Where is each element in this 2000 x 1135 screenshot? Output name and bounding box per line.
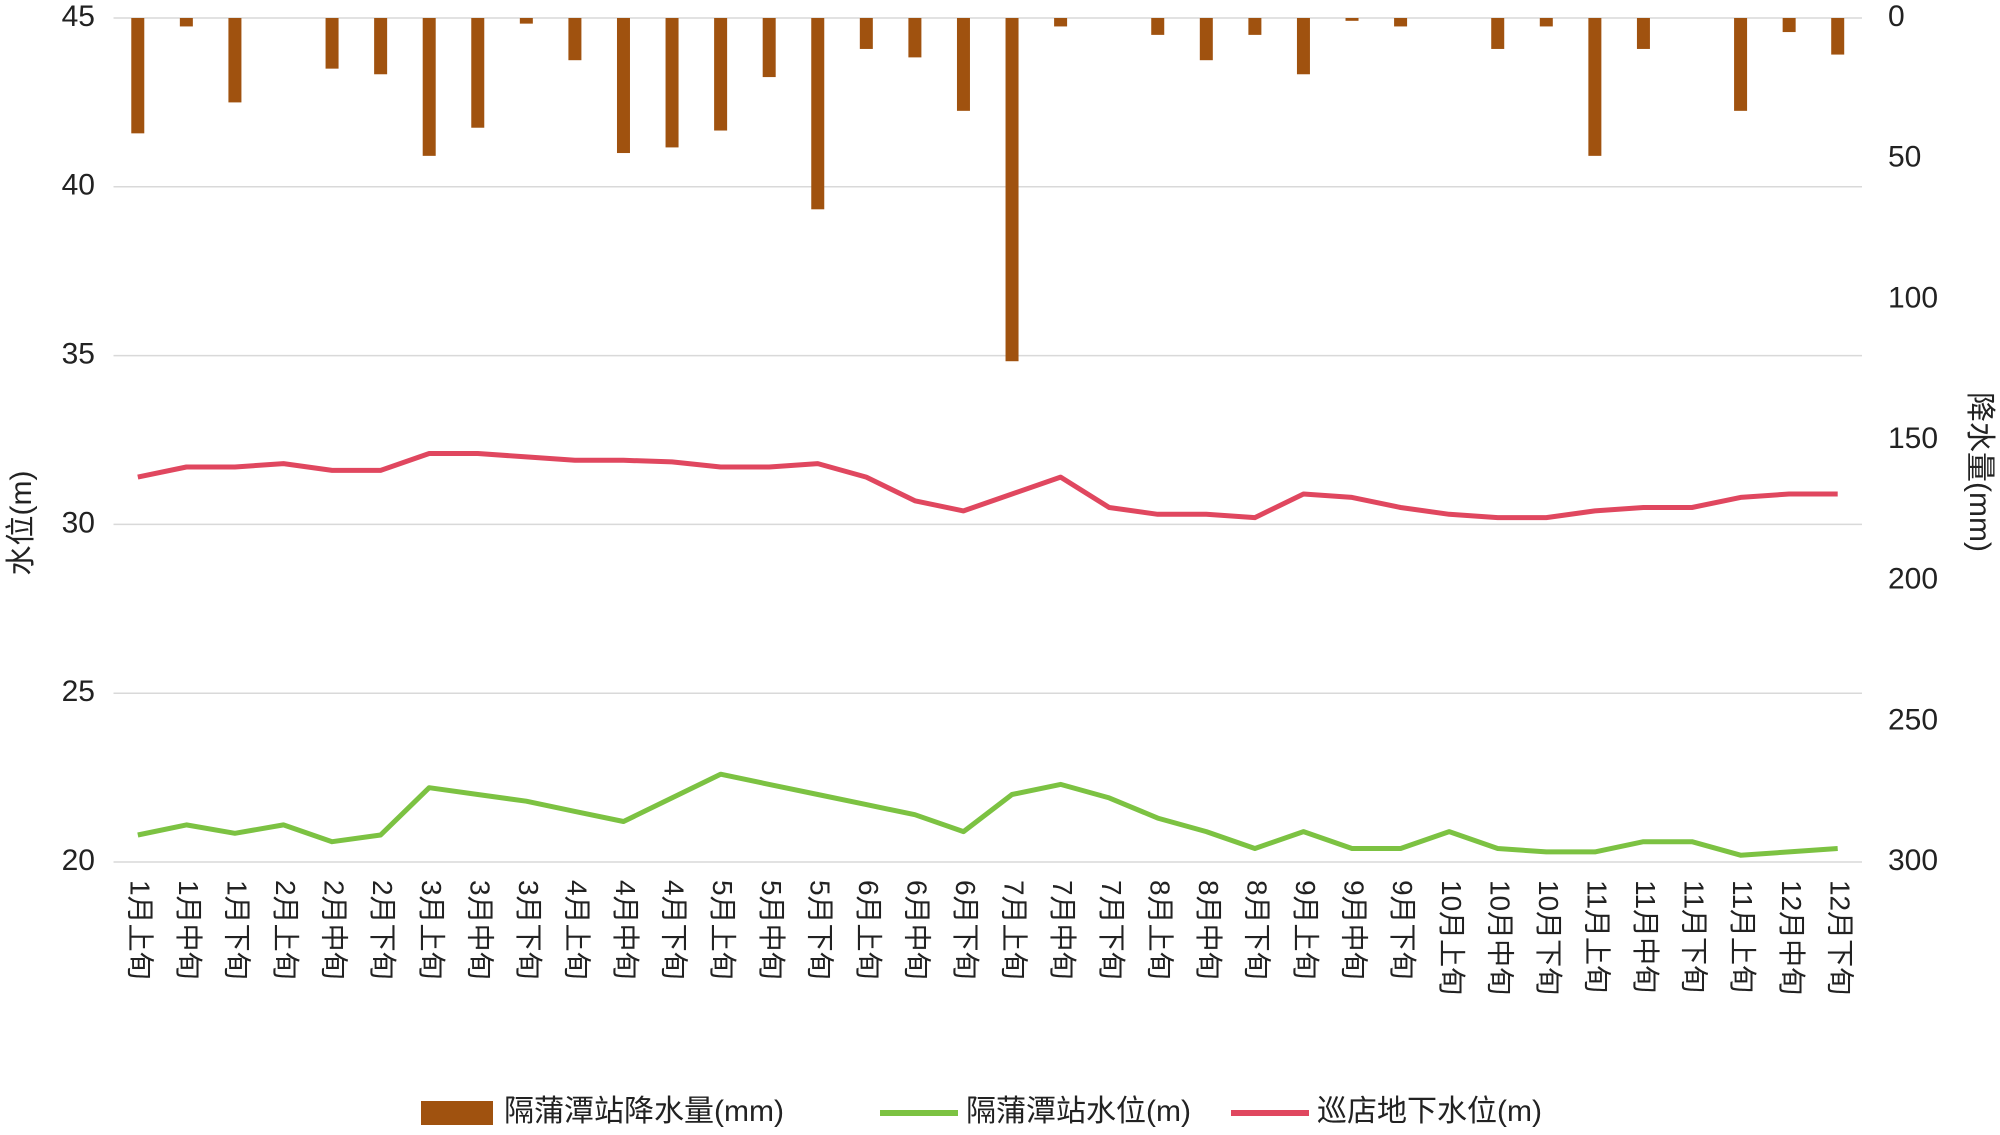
bar bbox=[1151, 18, 1165, 35]
x-tick-label: 6月下旬 bbox=[950, 880, 981, 980]
y-tick-label: 20 bbox=[62, 844, 95, 877]
bar bbox=[1588, 18, 1602, 156]
x-tick-label: 8月中旬 bbox=[1193, 880, 1224, 980]
y-tick-label: 45 bbox=[62, 0, 95, 33]
y2-tick-label: 50 bbox=[1888, 141, 1921, 174]
legend-label: 隔蒲潭站水位(m) bbox=[966, 1095, 1191, 1128]
bar bbox=[908, 18, 922, 58]
x-tick-label: 1月中旬 bbox=[173, 880, 204, 980]
x-tick-label: 5月上旬 bbox=[707, 880, 738, 980]
bar bbox=[1248, 18, 1262, 35]
legend-swatch bbox=[421, 1101, 493, 1125]
x-tick-label: 3月上旬 bbox=[416, 880, 447, 980]
x-tick-label: 5月中旬 bbox=[756, 880, 787, 980]
x-tick-label: 6月中旬 bbox=[902, 880, 933, 980]
bar bbox=[956, 18, 970, 111]
x-tick-label: 7月上旬 bbox=[999, 880, 1030, 980]
x-tick-label: 2月下旬 bbox=[367, 880, 398, 980]
x-tick-label: 5月下旬 bbox=[804, 880, 835, 980]
x-tick-label: 1月下旬 bbox=[222, 880, 253, 980]
bar bbox=[131, 18, 145, 134]
x-tick-label: 2月中旬 bbox=[319, 880, 350, 980]
legend-label: 隔蒲潭站降水量(mm) bbox=[504, 1095, 784, 1128]
bar bbox=[1636, 18, 1650, 49]
x-tick-label: 12月中旬 bbox=[1776, 880, 1807, 995]
x-tick-label: 7月中旬 bbox=[1047, 880, 1078, 980]
bar bbox=[1005, 18, 1019, 362]
y-tick-label: 40 bbox=[62, 169, 95, 202]
bar bbox=[179, 18, 193, 27]
bar bbox=[1394, 18, 1408, 27]
x-tick-label: 10月下旬 bbox=[1533, 880, 1564, 995]
bar bbox=[1782, 18, 1796, 33]
bar bbox=[762, 18, 776, 78]
x-tick-label: 11月下旬 bbox=[1679, 880, 1710, 993]
x-tick-label: 1月上旬 bbox=[124, 880, 155, 980]
line bbox=[137, 451, 1838, 521]
bar bbox=[1345, 18, 1359, 21]
y-tick-label: 25 bbox=[62, 675, 95, 708]
x-tick-label: 10月上旬 bbox=[1436, 880, 1467, 995]
bar bbox=[1199, 18, 1213, 61]
bar bbox=[1831, 18, 1845, 55]
bar bbox=[1734, 18, 1748, 111]
x-tick-label: 3月中旬 bbox=[464, 880, 495, 980]
bar bbox=[811, 18, 825, 210]
x-tick-label: 4月中旬 bbox=[610, 880, 641, 980]
x-tick-label: 2月上旬 bbox=[270, 880, 301, 980]
bar bbox=[1491, 18, 1505, 49]
bar bbox=[859, 18, 873, 49]
x-tick-label: 4月下旬 bbox=[659, 880, 690, 980]
bar bbox=[1054, 18, 1068, 27]
x-tick-label: 10月中旬 bbox=[1484, 880, 1515, 995]
bar bbox=[568, 18, 582, 61]
bar bbox=[228, 18, 242, 103]
x-tick-label: 9月下旬 bbox=[1387, 880, 1418, 980]
bar bbox=[616, 18, 630, 154]
x-tick-label: 4月上旬 bbox=[562, 880, 593, 980]
x-tick-label: 3月下旬 bbox=[513, 880, 544, 980]
y2-tick-label: 100 bbox=[1888, 281, 1938, 314]
x-tick-label: 11月上旬 bbox=[1727, 880, 1758, 993]
y-axis-title: 水位(m) bbox=[5, 471, 38, 576]
legend-label: 巡店地下水位(m) bbox=[1317, 1095, 1542, 1128]
bar bbox=[665, 18, 679, 148]
bar bbox=[714, 18, 728, 131]
y-tick-label: 35 bbox=[62, 338, 95, 371]
y2-tick-label: 250 bbox=[1888, 703, 1938, 736]
x-tick-label: 8月下旬 bbox=[1241, 880, 1272, 980]
bar bbox=[374, 18, 388, 75]
y2-tick-label: 300 bbox=[1888, 844, 1938, 877]
x-tick-label: 7月下旬 bbox=[1096, 880, 1127, 980]
x-tick-label: 11月中旬 bbox=[1630, 880, 1661, 993]
x-tick-label: 11月上旬 bbox=[1581, 880, 1612, 993]
bar bbox=[1539, 18, 1553, 27]
y2-axis-title: 降水量(mm) bbox=[1963, 392, 1996, 552]
y-tick-label: 30 bbox=[62, 506, 95, 539]
x-tick-label: 8月上旬 bbox=[1144, 880, 1175, 980]
x-tick-label: 9月中旬 bbox=[1339, 880, 1370, 980]
bar bbox=[1296, 18, 1310, 75]
bar bbox=[471, 18, 485, 128]
x-tick-label: 6月上旬 bbox=[853, 880, 884, 980]
bar bbox=[519, 18, 533, 24]
y2-tick-label: 150 bbox=[1888, 422, 1938, 455]
bar bbox=[422, 18, 436, 156]
line bbox=[137, 771, 1838, 858]
y2-tick-label: 200 bbox=[1888, 563, 1938, 596]
y2-tick-label: 0 bbox=[1888, 0, 1905, 33]
x-tick-label: 12月下旬 bbox=[1824, 880, 1855, 995]
bar bbox=[325, 18, 339, 69]
x-tick-label: 9月上旬 bbox=[1290, 880, 1321, 980]
